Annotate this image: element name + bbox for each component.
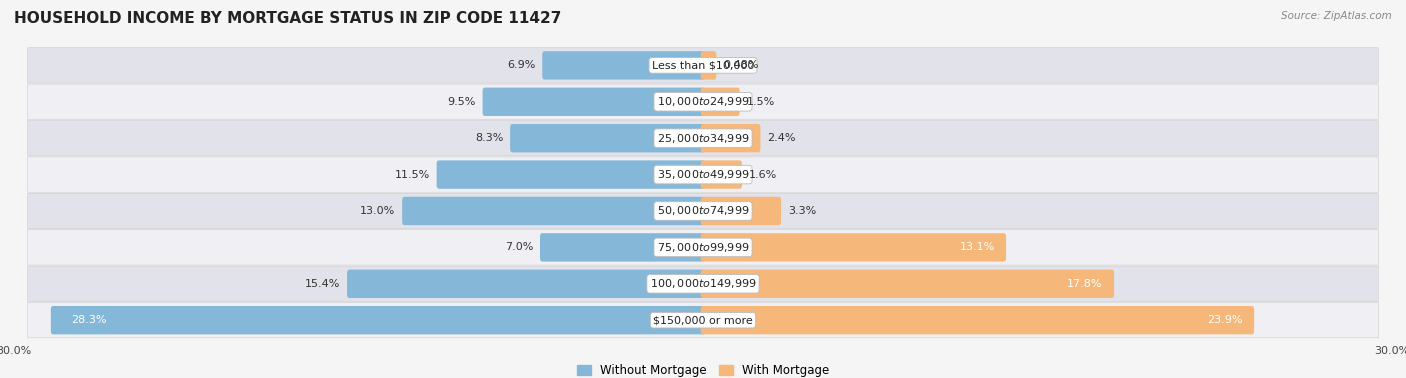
FancyBboxPatch shape <box>28 121 1378 156</box>
Text: 28.3%: 28.3% <box>72 315 107 325</box>
FancyBboxPatch shape <box>700 51 716 80</box>
FancyBboxPatch shape <box>543 51 706 80</box>
FancyBboxPatch shape <box>700 306 1254 335</box>
FancyBboxPatch shape <box>28 230 1378 265</box>
Text: $10,000 to $24,999: $10,000 to $24,999 <box>657 95 749 108</box>
FancyBboxPatch shape <box>51 306 706 335</box>
Text: 9.5%: 9.5% <box>447 97 475 107</box>
FancyBboxPatch shape <box>700 197 782 225</box>
Text: 1.5%: 1.5% <box>747 97 775 107</box>
FancyBboxPatch shape <box>28 157 1378 192</box>
Text: $25,000 to $34,999: $25,000 to $34,999 <box>657 132 749 145</box>
FancyBboxPatch shape <box>402 197 706 225</box>
Text: 13.1%: 13.1% <box>959 242 994 253</box>
FancyBboxPatch shape <box>28 302 1378 338</box>
Text: 7.0%: 7.0% <box>505 242 533 253</box>
FancyBboxPatch shape <box>28 193 1378 229</box>
Text: 13.0%: 13.0% <box>360 206 395 216</box>
FancyBboxPatch shape <box>510 124 706 152</box>
Legend: Without Mortgage, With Mortgage: Without Mortgage, With Mortgage <box>572 359 834 378</box>
Text: 11.5%: 11.5% <box>395 170 430 180</box>
Text: $75,000 to $99,999: $75,000 to $99,999 <box>657 241 749 254</box>
Text: $35,000 to $49,999: $35,000 to $49,999 <box>657 168 749 181</box>
FancyBboxPatch shape <box>437 160 706 189</box>
FancyBboxPatch shape <box>700 88 740 116</box>
FancyBboxPatch shape <box>700 270 1114 298</box>
FancyBboxPatch shape <box>700 160 742 189</box>
Text: HOUSEHOLD INCOME BY MORTGAGE STATUS IN ZIP CODE 11427: HOUSEHOLD INCOME BY MORTGAGE STATUS IN Z… <box>14 11 561 26</box>
FancyBboxPatch shape <box>700 233 1007 262</box>
FancyBboxPatch shape <box>700 124 761 152</box>
FancyBboxPatch shape <box>28 84 1378 119</box>
FancyBboxPatch shape <box>347 270 706 298</box>
Text: $100,000 to $149,999: $100,000 to $149,999 <box>650 277 756 290</box>
FancyBboxPatch shape <box>540 233 706 262</box>
Text: 15.4%: 15.4% <box>305 279 340 289</box>
FancyBboxPatch shape <box>28 266 1378 301</box>
Text: 0.48%: 0.48% <box>723 60 759 70</box>
Text: 2.4%: 2.4% <box>768 133 796 143</box>
Text: 3.3%: 3.3% <box>787 206 817 216</box>
Text: $50,000 to $74,999: $50,000 to $74,999 <box>657 204 749 217</box>
FancyBboxPatch shape <box>482 88 706 116</box>
Text: 8.3%: 8.3% <box>475 133 503 143</box>
Text: Source: ZipAtlas.com: Source: ZipAtlas.com <box>1281 11 1392 21</box>
FancyBboxPatch shape <box>28 48 1378 83</box>
Text: 23.9%: 23.9% <box>1208 315 1243 325</box>
Text: $150,000 or more: $150,000 or more <box>654 315 752 325</box>
Text: 6.9%: 6.9% <box>508 60 536 70</box>
Text: 17.8%: 17.8% <box>1067 279 1102 289</box>
Text: 1.6%: 1.6% <box>749 170 778 180</box>
Text: Less than $10,000: Less than $10,000 <box>652 60 754 70</box>
